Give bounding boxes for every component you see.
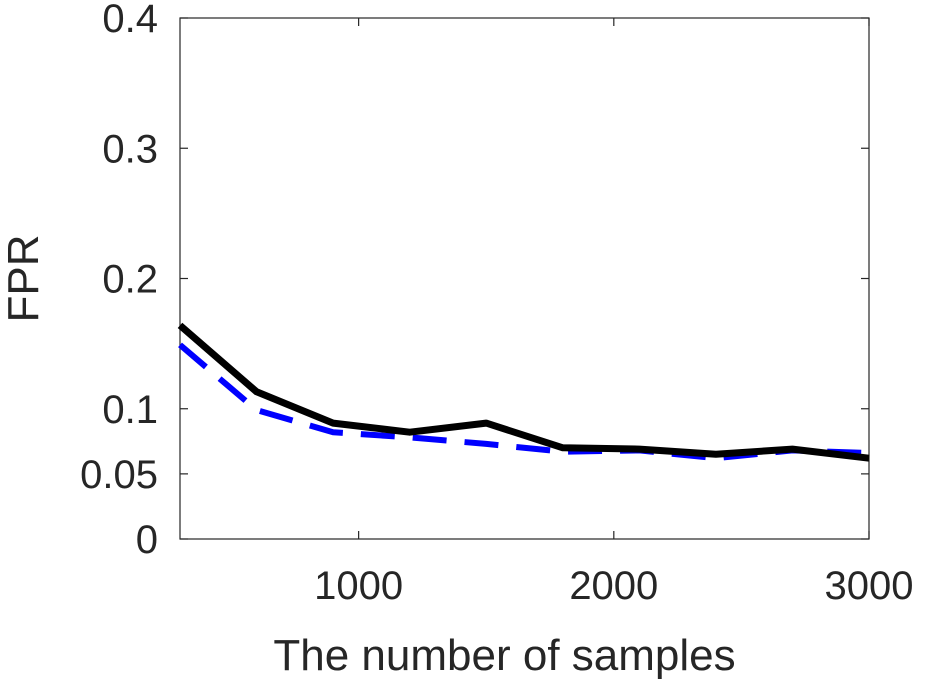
y-tick-label: 0.3	[102, 127, 158, 171]
y-tick-label: 0.1	[102, 388, 158, 432]
series-layer	[177, 322, 870, 462]
y-tick-label: 0.2	[102, 258, 158, 302]
y-tick-label: 0	[136, 518, 158, 562]
plot-area	[179, 17, 870, 540]
x-tick-label: 1000	[314, 564, 403, 608]
y-tick-label: 0.05	[80, 453, 158, 497]
y-tick-label: 0.4	[102, 0, 158, 41]
x-tick-label: 2000	[569, 564, 658, 608]
x-tick-label: 3000	[825, 564, 914, 608]
ticks-layer: 1000 2000 3000 0 0.05 0.1 0.2 0.3 0.4	[80, 0, 913, 608]
series-line-1	[177, 322, 870, 462]
x-axis-label: The number of samples	[273, 631, 735, 680]
y-axis-label: FPR	[0, 235, 48, 323]
